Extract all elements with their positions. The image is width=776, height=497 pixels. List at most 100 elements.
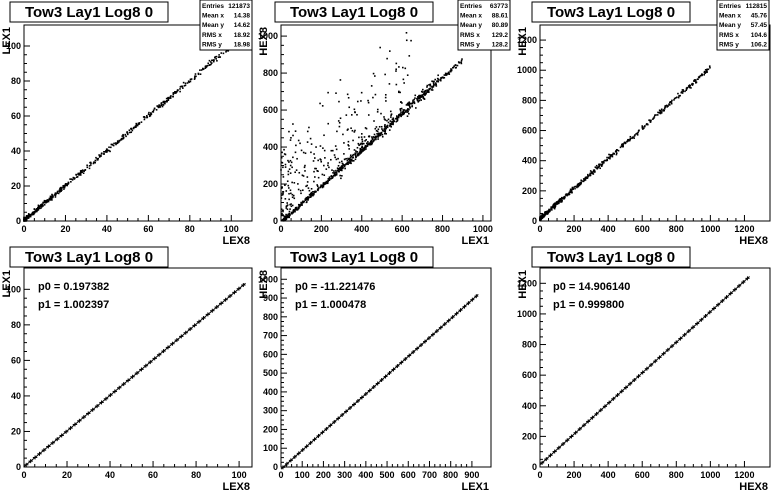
data-point xyxy=(437,74,439,77)
x-tick-label: 300 xyxy=(337,470,352,480)
data-point xyxy=(343,165,346,168)
data-point xyxy=(306,201,308,203)
stats-value: 57.45 xyxy=(751,22,768,29)
data-point xyxy=(321,184,323,187)
data-point xyxy=(663,107,666,110)
data-point xyxy=(46,199,49,202)
data-point xyxy=(407,110,409,113)
data-point xyxy=(545,212,548,214)
data-point xyxy=(409,107,411,109)
data-point xyxy=(335,92,337,94)
data-point xyxy=(167,96,170,99)
y-axis-label: HEX8 xyxy=(258,27,270,56)
data-point xyxy=(31,213,33,216)
data-point xyxy=(566,194,568,197)
data-point xyxy=(559,201,561,203)
data-point xyxy=(169,96,172,99)
chart-title: Tow3 Lay1 Log8 0 xyxy=(290,249,418,266)
x-tick-label: 600 xyxy=(395,224,410,234)
data-point xyxy=(285,213,287,216)
data-point xyxy=(122,133,124,136)
data-point xyxy=(445,72,448,75)
data-point xyxy=(286,180,289,183)
data-point xyxy=(281,194,283,196)
data-point xyxy=(638,129,640,132)
data-point xyxy=(357,142,360,145)
data-point xyxy=(353,108,356,111)
data-point xyxy=(621,143,623,146)
plot-frame xyxy=(23,267,253,468)
data-point xyxy=(428,88,430,90)
data-point xyxy=(593,169,596,171)
data-point xyxy=(402,110,405,112)
data-point xyxy=(96,158,99,161)
data-point xyxy=(398,91,400,94)
data-point xyxy=(328,176,331,179)
data-point xyxy=(659,112,662,115)
data-point xyxy=(108,149,110,152)
data-point xyxy=(648,119,650,122)
fit-parameter: p0 = 0.197382 xyxy=(38,281,109,293)
data-point xyxy=(289,164,292,167)
data-point xyxy=(134,126,137,128)
data-point xyxy=(425,92,427,95)
data-point xyxy=(417,95,419,98)
data-point xyxy=(693,80,695,82)
data-point xyxy=(297,206,300,209)
data-point xyxy=(615,152,618,154)
data-point xyxy=(332,171,334,174)
data-point xyxy=(297,188,300,191)
data-point xyxy=(157,105,159,108)
data-point xyxy=(316,185,319,188)
data-point xyxy=(90,162,92,165)
data-point xyxy=(292,209,295,211)
x-tick-label: 0 xyxy=(278,224,283,234)
data-point xyxy=(396,115,398,117)
data-point xyxy=(347,128,349,131)
data-point xyxy=(163,100,166,103)
data-point xyxy=(292,210,294,212)
data-point xyxy=(408,112,410,115)
data-point xyxy=(107,149,109,152)
data-point xyxy=(419,97,421,100)
y-tick-label: 200 xyxy=(263,424,278,434)
data-point xyxy=(642,128,644,130)
data-point xyxy=(423,90,426,93)
data-point xyxy=(24,220,26,222)
data-point xyxy=(388,83,391,85)
data-point xyxy=(621,145,624,147)
stats-label: Mean x xyxy=(719,13,741,20)
x-axis-label: LEX8 xyxy=(222,481,250,492)
data-point xyxy=(405,39,408,42)
data-point xyxy=(608,153,610,156)
data-point xyxy=(38,207,41,210)
data-point xyxy=(281,212,283,215)
data-point xyxy=(428,91,430,93)
data-point xyxy=(358,136,360,139)
data-point xyxy=(360,136,363,138)
data-point xyxy=(354,153,357,156)
data-point xyxy=(360,100,362,102)
data-point xyxy=(315,167,317,170)
data-point xyxy=(402,112,405,115)
data-point xyxy=(415,107,417,109)
plot-frame xyxy=(539,267,771,468)
data-point xyxy=(334,173,336,176)
data-point xyxy=(398,66,400,68)
data-point xyxy=(290,137,292,139)
data-point xyxy=(363,149,366,151)
data-point xyxy=(106,148,108,151)
data-point xyxy=(373,120,375,122)
y-tick-label: 200 xyxy=(522,431,537,441)
x-tick-label: 100 xyxy=(224,224,239,234)
data-point xyxy=(367,114,370,116)
data-point xyxy=(293,182,296,184)
data-point xyxy=(629,137,632,140)
data-point xyxy=(553,206,556,208)
x-tick-label: 200 xyxy=(316,470,331,480)
data-point xyxy=(426,89,429,91)
data-point xyxy=(386,125,389,127)
data-point xyxy=(290,205,293,208)
data-point xyxy=(284,184,286,186)
data-point xyxy=(189,78,192,81)
